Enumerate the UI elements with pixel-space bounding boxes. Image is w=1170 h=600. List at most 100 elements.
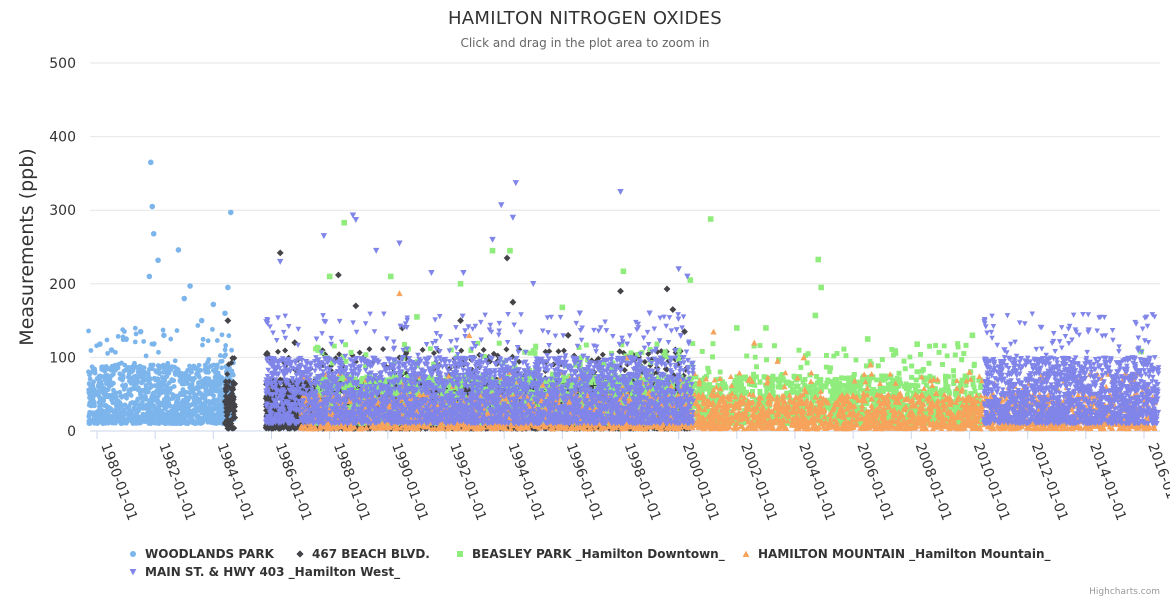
- data-point[interactable]: [195, 386, 200, 392]
- data-point[interactable]: [181, 390, 187, 396]
- data-point[interactable]: [191, 420, 197, 426]
- data-point[interactable]: [178, 403, 183, 409]
- data-point[interactable]: [105, 376, 111, 382]
- data-point[interactable]: [132, 401, 138, 407]
- data-point[interactable]: [200, 342, 205, 348]
- data-point[interactable]: [198, 317, 205, 324]
- data-point[interactable]: [222, 310, 228, 317]
- data-point[interactable]: [226, 333, 232, 339]
- data-point[interactable]: [146, 273, 153, 280]
- data-point[interactable]: [109, 364, 115, 370]
- data-point[interactable]: [123, 336, 129, 342]
- data-point[interactable]: [119, 394, 125, 400]
- data-point[interactable]: [181, 415, 186, 421]
- data-point[interactable]: [91, 379, 96, 385]
- data-point[interactable]: [101, 414, 107, 420]
- data-point[interactable]: [86, 412, 92, 417]
- data-point[interactable]: [96, 373, 102, 379]
- data-point[interactable]: [126, 409, 132, 415]
- data-point[interactable]: [221, 354, 227, 359]
- data-point[interactable]: [161, 364, 167, 370]
- data-point[interactable]: [146, 406, 152, 412]
- data-point[interactable]: [210, 405, 216, 411]
- data-point[interactable]: [172, 364, 178, 370]
- data-point[interactable]: [185, 420, 191, 426]
- data-point[interactable]: [149, 203, 156, 210]
- data-point[interactable]: [139, 366, 144, 372]
- data-point[interactable]: [177, 377, 183, 383]
- data-point[interactable]: [104, 372, 110, 378]
- data-point[interactable]: [161, 332, 167, 339]
- data-point[interactable]: [186, 405, 191, 411]
- data-point[interactable]: [143, 383, 149, 388]
- data-point[interactable]: [174, 328, 180, 333]
- data-point[interactable]: [155, 257, 161, 264]
- data-point[interactable]: [205, 338, 211, 344]
- data-point[interactable]: [195, 323, 201, 328]
- data-point[interactable]: [169, 377, 175, 382]
- data-point[interactable]: [92, 420, 97, 426]
- data-point[interactable]: [171, 414, 177, 419]
- data-point[interactable]: [215, 417, 221, 422]
- data-point[interactable]: [202, 362, 208, 368]
- data-point[interactable]: [172, 418, 178, 424]
- data-point[interactable]: [154, 395, 160, 401]
- data-point[interactable]: [87, 372, 92, 378]
- data-point[interactable]: [187, 410, 193, 416]
- data-point[interactable]: [159, 412, 164, 418]
- data-point[interactable]: [121, 329, 127, 334]
- data-point[interactable]: [92, 403, 97, 409]
- data-point[interactable]: [200, 336, 206, 342]
- data-point[interactable]: [176, 373, 182, 379]
- data-point[interactable]: [160, 389, 166, 395]
- data-point[interactable]: [137, 328, 144, 335]
- data-point[interactable]: [225, 284, 231, 291]
- data-point[interactable]: [209, 382, 215, 388]
- data-point[interactable]: [96, 408, 102, 413]
- data-point[interactable]: [199, 409, 205, 415]
- data-point[interactable]: [130, 368, 136, 373]
- data-point[interactable]: [133, 331, 139, 337]
- data-point[interactable]: [148, 159, 154, 166]
- data-point[interactable]: [100, 421, 106, 427]
- data-point[interactable]: [136, 408, 141, 414]
- data-point[interactable]: [103, 381, 109, 387]
- data-point[interactable]: [149, 414, 155, 420]
- data-point[interactable]: [97, 341, 103, 347]
- data-point[interactable]: [209, 410, 215, 416]
- data-point[interactable]: [210, 326, 215, 332]
- data-point[interactable]: [144, 416, 150, 421]
- data-point[interactable]: [95, 384, 101, 390]
- data-point[interactable]: [163, 370, 169, 375]
- data-point[interactable]: [160, 327, 166, 333]
- data-point[interactable]: [100, 408, 106, 414]
- data-point[interactable]: [164, 418, 170, 424]
- data-point[interactable]: [92, 388, 98, 394]
- data-point[interactable]: [132, 360, 137, 366]
- data-point[interactable]: [122, 362, 128, 368]
- data-point[interactable]: [203, 369, 209, 375]
- data-point[interactable]: [210, 301, 217, 308]
- data-point[interactable]: [181, 295, 188, 302]
- data-point[interactable]: [222, 347, 228, 353]
- data-point[interactable]: [195, 372, 201, 377]
- data-point[interactable]: [148, 362, 154, 368]
- data-point[interactable]: [87, 376, 93, 382]
- data-point[interactable]: [163, 382, 169, 388]
- data-point[interactable]: [166, 412, 172, 417]
- data-point[interactable]: [146, 367, 152, 372]
- data-point[interactable]: [168, 336, 174, 342]
- data-point[interactable]: [134, 420, 140, 426]
- data-point[interactable]: [139, 400, 145, 406]
- data-point[interactable]: [216, 388, 222, 394]
- data-point[interactable]: [229, 347, 235, 353]
- data-point[interactable]: [214, 338, 220, 343]
- data-point[interactable]: [187, 283, 193, 289]
- data-point[interactable]: [217, 353, 223, 358]
- data-point[interactable]: [212, 399, 218, 404]
- data-point[interactable]: [104, 393, 110, 398]
- data-point[interactable]: [123, 382, 128, 388]
- data-point[interactable]: [218, 359, 223, 364]
- data-point[interactable]: [86, 328, 91, 334]
- data-point[interactable]: [109, 373, 115, 378]
